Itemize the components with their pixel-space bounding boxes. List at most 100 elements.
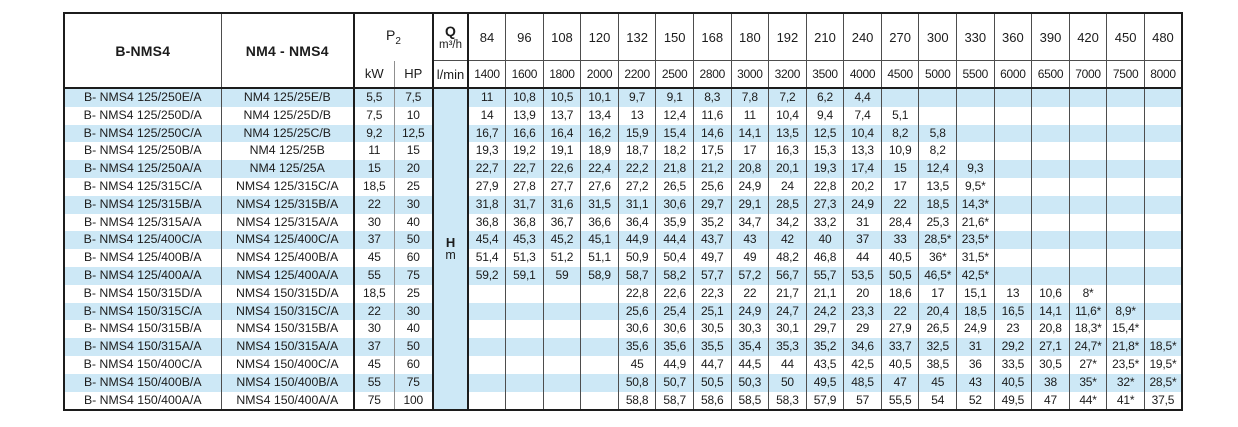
head-value-cell: 31,7 (505, 195, 544, 214)
model-cell-bnms4: B- NMS4 150/400C/A (83, 356, 202, 371)
head-value-cell: 59,2 (467, 266, 506, 285)
model-cell-nm4: NMS4 125/315C/A (220, 177, 354, 196)
head-value-cell (542, 284, 581, 303)
head-value-cell: 35,5 (692, 338, 732, 356)
pump-performance-table-container: B-NMS4 NM4 - NMS4 P2 Q m³/h 84 96 108 120 13… (63, 12, 1183, 412)
head-value-cell: 51,4 (467, 249, 506, 267)
head-value-cell: 7,2 (768, 88, 807, 107)
head-value-cell: 21,6* (956, 213, 995, 232)
head-value-cell (1031, 231, 1070, 250)
flow-header-m3h-cell: 108 (542, 13, 581, 61)
col-header-bnms4: B-NMS4 (115, 42, 171, 59)
power-hp-cell: 12,5 (393, 124, 433, 143)
model-cell-nm4: NMS4 150/315C/A (220, 302, 354, 321)
head-value-cell (505, 284, 544, 303)
model-cell-bnms4: B- NMS4 125/315C/A (83, 178, 202, 193)
head-value-cell (993, 231, 1032, 250)
head-value-cell: 42,5 (843, 355, 882, 374)
col-header-q: Q m³/h (432, 13, 468, 61)
head-value-cell: 11,6 (692, 106, 732, 125)
head-value-cell: 19,5* (1143, 355, 1182, 374)
head-value-cell: 17 (730, 142, 769, 161)
head-value-cell (505, 373, 544, 392)
head-symbol: H (445, 235, 456, 251)
head-value-cell: 7,4 (843, 106, 882, 125)
head-value-cell: 13 (617, 106, 656, 125)
head-value-cell: 29 (843, 320, 882, 339)
flow-header-m3h-cell: 210 (805, 13, 844, 61)
head-value-cell: 15,9 (617, 124, 656, 143)
head-value-cell: 46,8 (805, 249, 844, 267)
head-value-cell: 20,8 (1031, 320, 1070, 339)
head-value-cell: 59,1 (505, 266, 544, 285)
head-value-cell: 49,5 (993, 391, 1032, 411)
table-row: B- NMS4 125/315B/A NMS4 125/315B/A 22 30 31,… (64, 195, 1182, 214)
head-value-cell: 57,2 (730, 266, 769, 285)
head-value-cell: 22,6 (655, 284, 694, 303)
head-value-cell: 21,8 (655, 160, 694, 178)
head-value-cell (580, 391, 619, 411)
flow-header-m3h-cell: 84 (467, 13, 506, 61)
power-hp-cell: 30 (393, 195, 433, 214)
head-value-cell (1106, 106, 1145, 125)
head-value-cell (956, 124, 995, 143)
head-value-cell (1143, 106, 1182, 125)
head-value-cell: 27,7 (542, 177, 581, 196)
head-value-cell: 28,5 (768, 195, 807, 214)
table-row: B- NMS4 150/315A/A NMS4 150/315A/A 37 50 35,… (64, 338, 1182, 356)
head-value-cell: 5,8 (918, 124, 957, 143)
head-value-cell (1068, 213, 1107, 232)
head-value-cell (580, 338, 619, 356)
head-value-cell: 8,3 (692, 88, 732, 107)
header-row-lmin: kW HP l/min 1400 1600 1800 2000 2200 2500 2800… (64, 60, 1182, 88)
head-value-cell: 31,5 (580, 195, 619, 214)
head-value-cell: 30,6 (655, 195, 694, 214)
model-cell-nm4: NMS4 150/400B/A (220, 373, 354, 392)
head-value-cell (918, 106, 957, 125)
head-value-cell (1031, 160, 1070, 178)
head-value-cell: 23 (993, 320, 1032, 339)
table-row: B- NMS4 125/400B/A NMS4 125/400B/A 45 60 51,… (64, 249, 1182, 267)
head-value-cell: 53,5 (843, 266, 882, 285)
head-value-cell: 11 (467, 88, 506, 107)
model-cell-bnms4: B- NMS4 125/315B/A (64, 195, 221, 214)
head-value-cell (467, 391, 506, 411)
head-value-cell: 58,3 (768, 391, 807, 411)
head-value-cell: 25,4 (655, 302, 694, 321)
head-value-cell: 19,1 (542, 142, 581, 161)
head-value-cell: 22,7 (467, 160, 506, 178)
head-value-cell (1106, 177, 1145, 196)
head-value-cell: 45 (617, 355, 656, 374)
head-value-cell: 8,2 (918, 142, 957, 161)
head-value-cell: 10,9 (880, 142, 919, 161)
head-value-cell: 50 (768, 373, 807, 392)
head-value-cell: 33,7 (880, 338, 919, 356)
flow-header-lmin-cell: 3000 (730, 60, 769, 88)
flow-header-m3h-cell: 150 (655, 13, 694, 61)
flow-header-m3h-cell: 360 (993, 13, 1032, 61)
head-value-cell: 45,4 (467, 231, 506, 250)
head-value-cell (993, 266, 1032, 285)
head-value-cell: 12,4 (918, 160, 957, 178)
head-value-cell: 38 (1031, 373, 1070, 392)
head-value-cell: 33 (880, 231, 919, 250)
head-value-cell: 18,3* (1068, 320, 1107, 339)
col-header-lmin: l/min (432, 60, 468, 88)
head-value-cell (1068, 231, 1107, 250)
head-value-cell: 35,6 (617, 338, 656, 356)
head-value-cell: 13,9 (505, 106, 544, 125)
table-row: B- NMS4 150/400B/A NMS4 150/400B/A 55 75 50,… (64, 373, 1182, 392)
head-value-cell: 13,5 (768, 124, 807, 143)
flow-header-lmin-cell: 1600 (505, 60, 544, 88)
head-value-cell: 15 (880, 160, 919, 178)
head-value-cell: 13,5 (918, 177, 957, 196)
power-kw-cell: 30 (353, 320, 394, 339)
model-cell-bnms4: B- NMS4 125/250A/A (64, 160, 221, 178)
head-value-cell: 22,6 (542, 160, 581, 178)
head-value-cell: 9,1 (655, 88, 694, 107)
head-value-cell: 20,1 (768, 160, 807, 178)
head-value-cell: 36,6 (580, 213, 619, 232)
head-value-cell: 7,8 (730, 88, 769, 107)
head-value-cell: 44 (843, 249, 882, 267)
